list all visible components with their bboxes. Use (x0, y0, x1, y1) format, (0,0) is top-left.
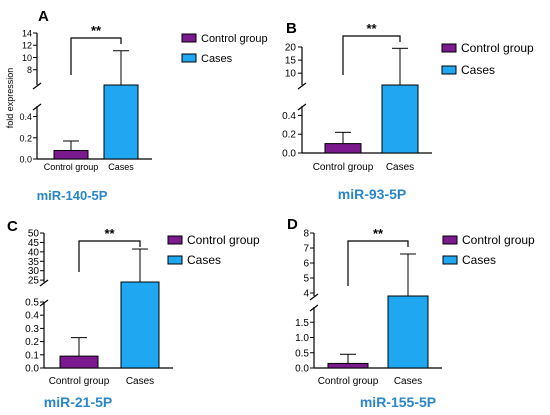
x-tick-label: Control group (313, 162, 374, 173)
x-tick-label: Control group (318, 376, 379, 387)
axis-break-mark (39, 299, 49, 307)
y-tick-label: 0.0 (282, 149, 296, 160)
axis-break-mark (309, 304, 319, 312)
y-tick-label: 30 (28, 266, 40, 277)
axis-break-mark (32, 82, 42, 90)
y-tick-label: 20 (285, 43, 297, 54)
legend-swatch-control (442, 235, 458, 245)
y-tick-label: 45 (28, 238, 40, 249)
legend-label-control: Control group (187, 233, 260, 247)
legend-label-cases: Cases (461, 63, 495, 77)
y-tick-label: 40 (28, 247, 40, 258)
y-tick-label: 1.5 (295, 318, 309, 329)
panel-a: A 0.0 0.2 0.4 8 10 12 14 fold expression ** Contro… (5, 8, 268, 203)
panel-caption: miR-140-5P (37, 188, 108, 203)
legend-swatch-control (441, 43, 457, 53)
y-tick-label: 12 (22, 41, 32, 51)
panel-label: A (38, 8, 49, 25)
y-tick-label: 1.0 (295, 333, 309, 344)
y-tick-label: 0.4 (282, 111, 296, 122)
legend-label-cases: Cases (462, 253, 496, 267)
bar-cases (120, 281, 160, 369)
axis-break-mark (309, 293, 319, 301)
y-tick-label: 0.2 (25, 337, 39, 348)
y-tick-label: 4 (303, 289, 309, 300)
y-tick-label: 0.5 (295, 348, 309, 359)
x-tick-label: Cases (126, 376, 154, 387)
bar-control (53, 150, 89, 160)
bar-cases (387, 295, 429, 369)
legend-label-control: Control group (201, 33, 268, 45)
panel-b: B 0.0 0.2 0.4 10 15 20 ** Control group Cases Cont… (282, 20, 534, 202)
y-tick-label: 0.5 (25, 298, 39, 309)
bar-control (327, 362, 369, 369)
significance-bracket (78, 240, 141, 272)
bar-cases (381, 84, 419, 154)
x-tick-label: Control group (49, 376, 110, 387)
y-tick-label: 0.1 (25, 350, 39, 361)
y-tick-label: 0.0 (295, 364, 309, 375)
significance-marker: ** (366, 21, 377, 36)
legend-swatch-control (167, 235, 183, 245)
bar-control (324, 143, 362, 154)
y-axis-title: fold expression (5, 68, 15, 129)
legend-swatch-cases (181, 53, 197, 63)
legend-swatch-cases (167, 255, 183, 265)
legend-label-control: Control group (462, 233, 535, 247)
y-tick-label: 0.0 (25, 364, 39, 375)
y-tick-label: 0.2 (19, 133, 32, 143)
y-tick-label: 8 (27, 65, 32, 75)
y-tick-label: 14 (22, 29, 32, 39)
y-tick-label: 50 (28, 229, 40, 240)
legend-label-cases: Cases (187, 253, 221, 267)
y-tick-label: 6 (303, 259, 309, 270)
significance-bracket (342, 35, 401, 75)
axis-break-mark (297, 103, 307, 111)
legend-swatch-cases (441, 65, 457, 75)
panel-d: D 0.0 0.5 1.0 1.5 4 5 6 7 8 ** Control group Cases Co… (287, 216, 535, 410)
x-tick-label: Control group (44, 162, 99, 172)
panel-label: D (287, 216, 298, 233)
panel-label: C (7, 218, 18, 235)
panel-caption: miR-93-5P (338, 186, 406, 202)
legend-swatch-cases (442, 255, 458, 265)
y-tick-label: 35 (28, 257, 40, 268)
axis-break-mark (32, 103, 42, 111)
legend-swatch-control (181, 33, 197, 43)
axis-break-mark (297, 82, 307, 90)
panel-caption: miR-155-5P (360, 394, 436, 410)
significance-bracket (347, 240, 409, 286)
y-tick-label: 0.0 (19, 155, 32, 165)
significance-marker: ** (373, 226, 384, 241)
y-tick-label: 0.3 (25, 324, 39, 335)
bar-control (59, 355, 99, 369)
significance-marker: ** (104, 226, 115, 241)
significance-bracket (70, 37, 122, 75)
y-tick-label: 10 (285, 69, 297, 80)
x-tick-label: Cases (386, 162, 414, 173)
legend-label-cases: Cases (201, 53, 233, 65)
legend-label-control: Control group (461, 41, 534, 55)
y-tick-label: 0.2 (282, 130, 296, 141)
significance-marker: ** (91, 23, 102, 38)
y-tick-label: 25 (28, 276, 40, 287)
panel-label: B (286, 20, 297, 37)
y-tick-label: 0.4 (19, 112, 32, 122)
y-tick-label: 10 (22, 53, 32, 63)
y-tick-label: 0.4 (25, 311, 39, 322)
axis-break-mark (39, 279, 49, 287)
x-tick-label: Cases (394, 376, 422, 387)
y-tick-label: 5 (303, 274, 309, 285)
x-tick-label: Cases (108, 162, 134, 172)
y-tick-label: 7 (303, 244, 309, 255)
bar-cases (103, 84, 139, 160)
y-tick-label: 15 (285, 56, 297, 67)
panel-caption: miR-21-5P (44, 394, 112, 410)
y-tick-label: 8 (303, 229, 309, 240)
